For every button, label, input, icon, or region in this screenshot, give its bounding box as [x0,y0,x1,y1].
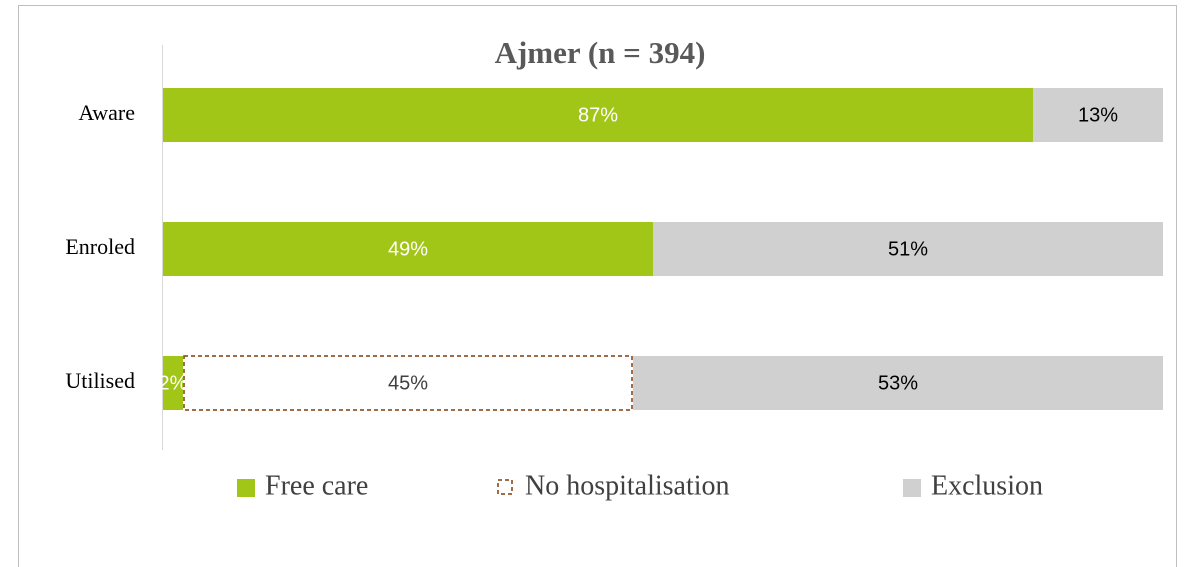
legend-swatch [903,479,921,497]
bar-segment [1033,88,1163,142]
bar-segment [183,355,633,411]
bar-segment [653,222,1163,276]
data-label: 2% [159,372,188,394]
data-label: 53% [878,372,918,394]
bar-segment [163,88,1033,142]
category-label: Enroled [65,234,135,259]
legend-swatch [237,479,255,497]
chart-frame [18,5,1177,567]
data-label: 49% [388,238,428,260]
legend-label: No hospitalisation [525,470,730,501]
category-label: Aware [78,100,135,125]
data-label: 87% [578,104,618,126]
bar-segment [633,356,1163,410]
category-label: Utilised [65,368,135,393]
chart-title: Ajmer (n = 394) [495,35,706,70]
legend-swatch [497,479,513,495]
bar-segment [163,222,653,276]
legend-label: Exclusion [931,470,1043,501]
data-label: 45% [388,372,428,394]
data-label: 51% [888,238,928,260]
legend-label: Free care [265,470,368,501]
data-label: 13% [1078,104,1118,126]
bar-segment [163,356,183,410]
